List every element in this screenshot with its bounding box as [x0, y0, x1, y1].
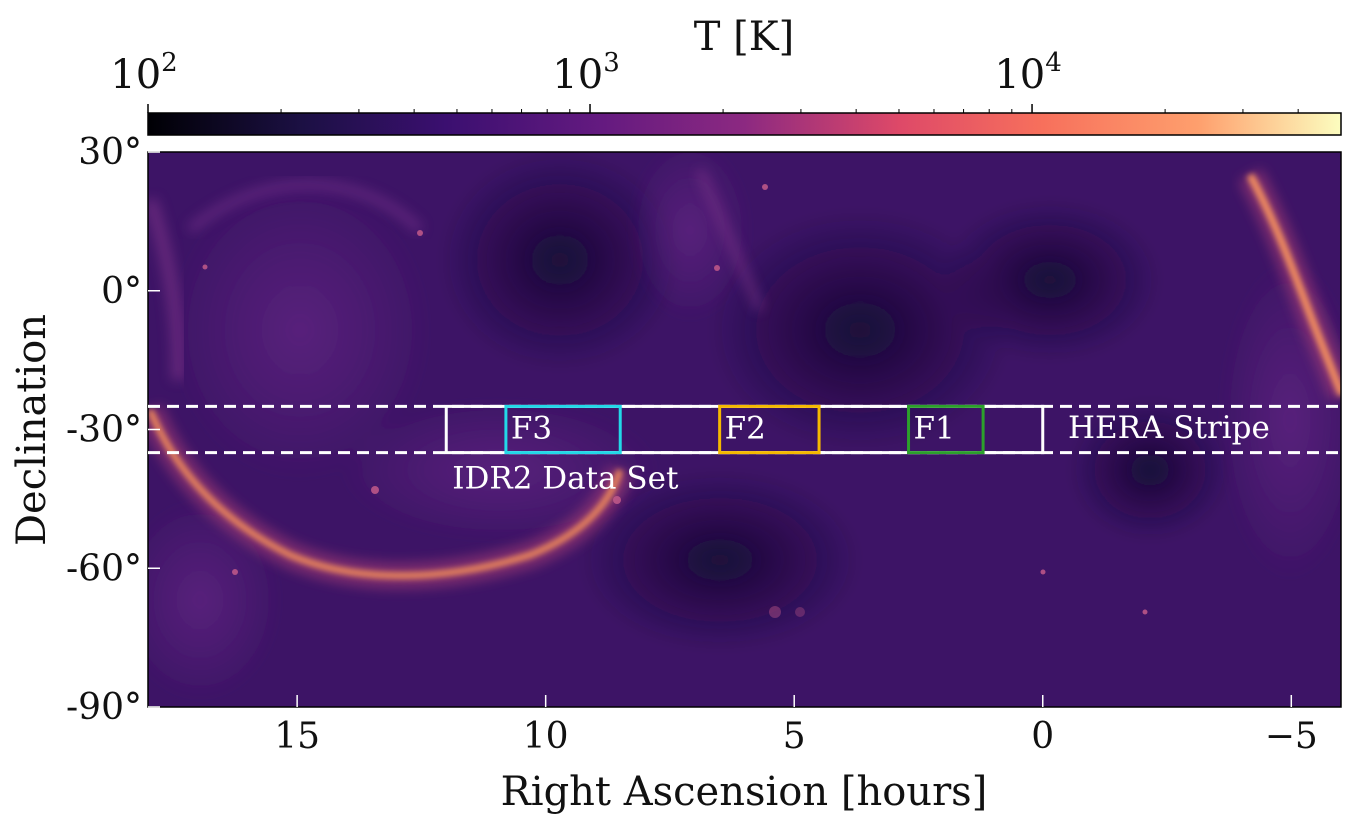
y-tick-label: 30°	[78, 132, 142, 173]
x-axis-ticks: 15 10 5 0 −5	[274, 695, 1318, 757]
y-tick-label: -90°	[66, 687, 142, 728]
galactic-plane	[148, 168, 1341, 589]
x-tick-label: −5	[1265, 716, 1318, 757]
colorbar: 102 103 104 T [K]	[110, 14, 1342, 136]
x-axis-label: Right Ascension [hours]	[501, 769, 988, 814]
colorbar-tick-label: 102	[110, 48, 177, 98]
y-tick-label: 0°	[101, 271, 142, 312]
x-tick-label: 15	[274, 716, 320, 757]
field-box-f2	[718, 404, 821, 455]
y-tick-label: -60°	[66, 548, 142, 589]
sky-map	[148, 152, 1341, 707]
cold-regions	[440, 152, 1230, 650]
colorbar-minor-ticks	[280, 109, 1299, 113]
field-label-f2: F2	[725, 410, 766, 446]
field-box-f3	[504, 404, 622, 455]
idr2-dataset-label: IDR2 Data Set	[452, 461, 679, 497]
colorbar-major-ticks: 102 103 104	[110, 48, 1062, 113]
field-box-f1	[907, 404, 985, 455]
overlays: HERA Stripe IDR2 Data Set F3 F2 F1	[148, 404, 1341, 497]
x-tick-label: 10	[523, 716, 569, 757]
field-label-f3: F3	[511, 410, 552, 446]
field-label-f1: F1	[914, 410, 955, 446]
x-tick-label: 5	[783, 716, 806, 757]
colorbar-gradient	[147, 112, 1342, 136]
y-axis-label: Declination	[9, 314, 55, 546]
colorbar-label: T [K]	[694, 14, 795, 60]
y-axis-ticks: 30° 0° -30° -60° -90°	[66, 132, 160, 728]
point-sources	[202, 184, 1148, 618]
y-tick-label: -30°	[66, 410, 142, 451]
colorbar-tick-label: 104	[994, 48, 1061, 98]
hera-stripe-label: HERA Stripe	[1068, 410, 1270, 446]
colorbar-tick-label: 103	[552, 48, 619, 98]
x-tick-label: 0	[1031, 716, 1054, 757]
